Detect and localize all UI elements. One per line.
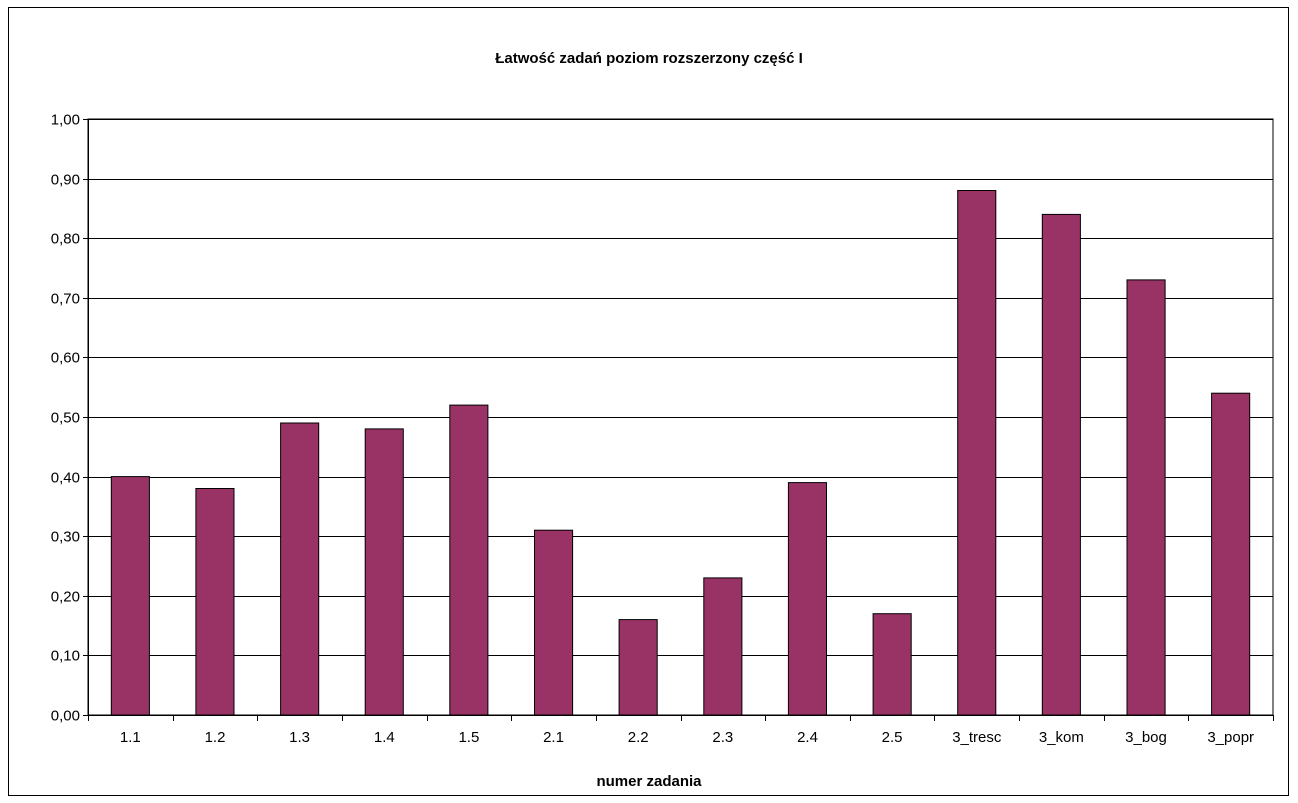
bar-1.4 [364, 428, 404, 716]
y-tick-label: 1,00 [51, 112, 80, 129]
x-tick-label: 2.1 [543, 729, 564, 746]
x-tick-label: 3_kom [1039, 729, 1084, 746]
x-tick-label: 2.3 [712, 729, 733, 746]
bar-1.2 [195, 488, 235, 716]
bar-2.4 [787, 482, 828, 716]
y-tick-label: 0,70 [51, 291, 80, 308]
bar-3_kom [1041, 213, 1081, 716]
bar-2.2 [618, 619, 658, 716]
bar-2.5 [872, 613, 912, 716]
bar-1.1 [110, 476, 150, 716]
x-tick-label: 3_popr [1207, 729, 1254, 746]
y-tick-label: 0,90 [51, 172, 80, 189]
x-tick-label: 1.5 [458, 729, 479, 746]
bar-1.3 [280, 422, 320, 716]
y-tick-label: 0,50 [51, 410, 80, 427]
x-axis-title: numer zadania [596, 773, 702, 790]
y-tick-label: 0,00 [51, 708, 80, 725]
x-tick-label: 3_bog [1125, 729, 1167, 746]
bar-3_tresc [957, 190, 997, 716]
y-tick-label: 0,80 [51, 231, 80, 248]
x-tick-label: 2.4 [797, 729, 818, 746]
y-tick-label: 0,10 [51, 648, 80, 665]
x-tick-label: 1.2 [205, 729, 226, 746]
x-tick-label: 2.5 [882, 729, 903, 746]
y-tick-label: 0,30 [51, 529, 80, 546]
y-tick-label: 0,40 [51, 470, 80, 487]
bar-2.3 [703, 577, 743, 716]
x-tick-label: 2.2 [628, 729, 649, 746]
bar-1.5 [449, 404, 489, 716]
bar-2.1 [534, 529, 574, 716]
bar-3_bog [1126, 279, 1166, 716]
x-tick-label: 1.4 [374, 729, 395, 746]
y-tick-label: 0,20 [51, 589, 80, 606]
chart-frame: Łatwość zadań poziom rozszerzony część I… [8, 7, 1289, 796]
bar-3_popr [1211, 392, 1251, 716]
plot-area: 0,00 0,10 0,20 0,30 0,40 0,50 0,60 0,70 0,80 0,90… [51, 112, 1274, 746]
y-tick-label: 0,60 [51, 350, 80, 367]
chart-title: Łatwość zadań poziom rozszerzony część I [495, 50, 803, 67]
x-tick-label: 1.3 [289, 729, 310, 746]
x-tick-label: 1.1 [120, 729, 141, 746]
bar-chart: Łatwość zadań poziom rozszerzony część I… [51, 50, 1274, 790]
x-tick-label: 3_tresc [952, 729, 1002, 746]
